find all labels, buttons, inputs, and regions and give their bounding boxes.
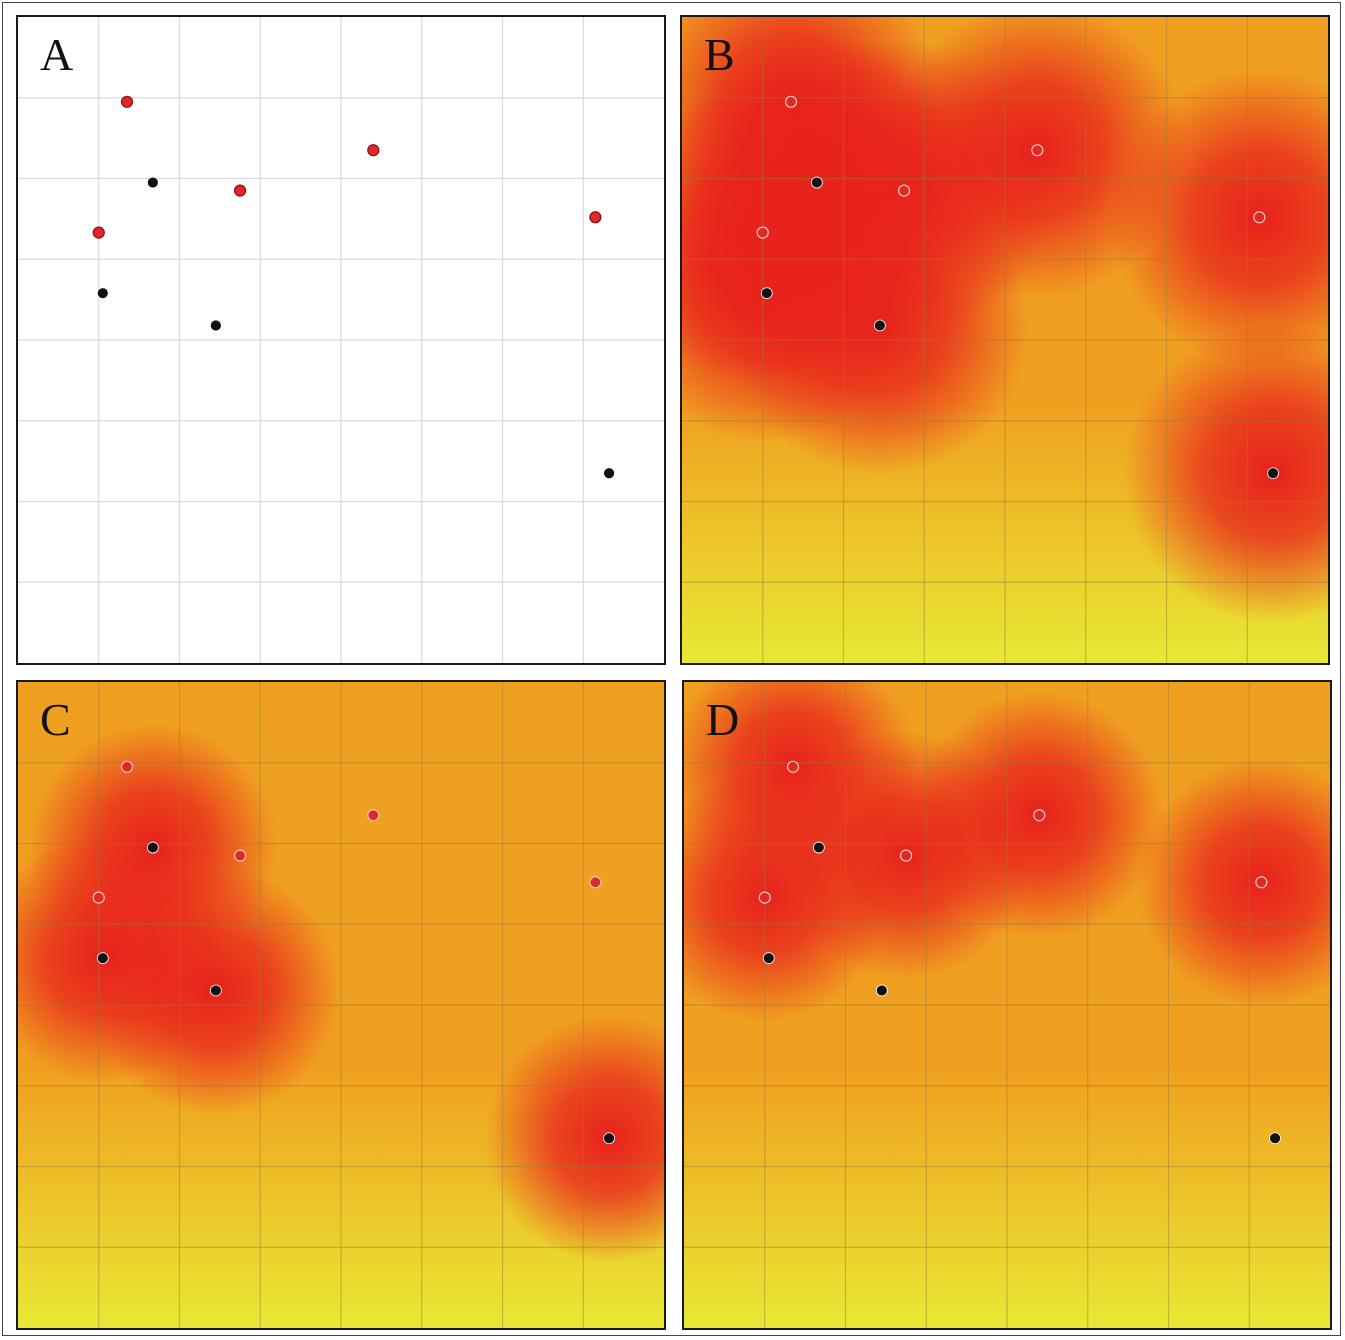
red-point: [1031, 144, 1044, 157]
red-point: [367, 809, 380, 822]
red-point: [899, 849, 913, 862]
black-point: [603, 1132, 615, 1145]
red-point: [92, 226, 105, 239]
black-point: [810, 176, 823, 189]
panel-b-plot: [682, 17, 1328, 663]
heat-blob: [1136, 757, 1330, 1008]
panel-a-plot: [18, 17, 664, 663]
red-point: [92, 891, 105, 904]
panel-b-label: B: [704, 29, 735, 80]
black-point: [762, 952, 775, 965]
panel-c-plot: [18, 682, 664, 1328]
panel-d-label: D: [706, 694, 740, 745]
black-point: [875, 984, 888, 997]
red-point: [1253, 211, 1266, 224]
black-point: [1269, 1132, 1281, 1145]
black-point: [873, 319, 886, 332]
panel-b: B: [680, 15, 1330, 665]
panel-c: C: [16, 680, 666, 1330]
red-point: [367, 144, 380, 157]
red-point: [897, 184, 911, 197]
black-point: [760, 287, 773, 300]
heat-blob: [1109, 67, 1328, 368]
red-point: [758, 891, 771, 904]
red-point: [120, 760, 134, 773]
heat-blob: [684, 772, 890, 1023]
black-point: [146, 176, 159, 189]
red-point: [784, 95, 798, 108]
black-point: [812, 841, 825, 854]
red-point: [786, 760, 800, 773]
black-point: [209, 319, 222, 332]
black-point: [603, 467, 615, 480]
red-point: [233, 849, 247, 862]
red-point: [120, 95, 134, 108]
red-point: [589, 211, 602, 224]
panel-d-plot: [684, 682, 1330, 1328]
black-point: [209, 984, 222, 997]
black-point: [96, 287, 109, 300]
red-point: [1255, 876, 1268, 889]
heat-blob: [1123, 323, 1328, 624]
red-point: [233, 184, 247, 197]
red-point: [756, 226, 769, 239]
black-point: [146, 841, 159, 854]
heat-blob: [484, 1013, 664, 1264]
red-point: [1033, 809, 1046, 822]
panel-a-label: A: [40, 29, 74, 80]
panel-c-label: C: [40, 694, 71, 745]
black-point: [1267, 467, 1279, 480]
panel-d: D: [682, 680, 1332, 1330]
red-point: [589, 876, 602, 889]
panel-a: A: [16, 15, 666, 665]
black-point: [96, 952, 109, 965]
